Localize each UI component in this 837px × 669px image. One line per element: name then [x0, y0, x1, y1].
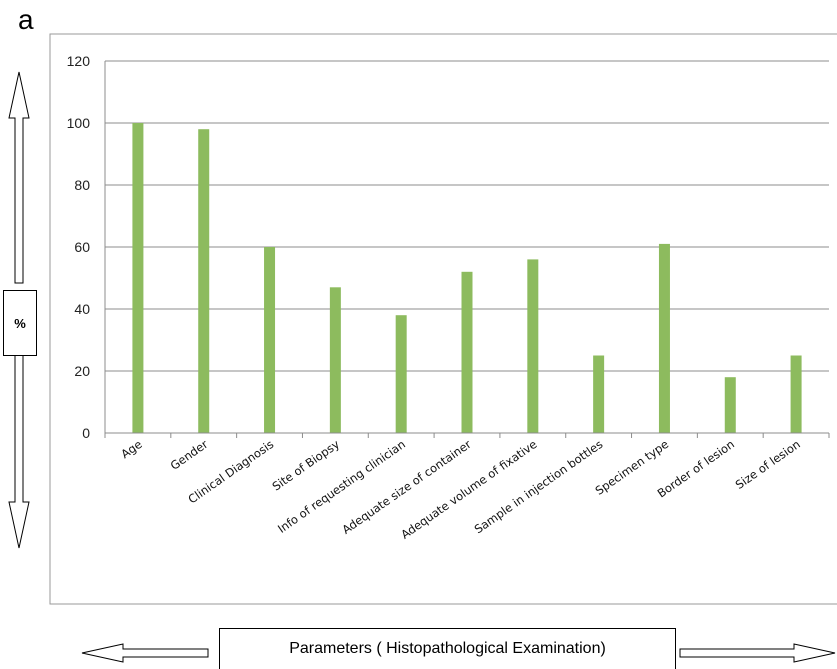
bar: [264, 247, 276, 433]
x-axis: [104, 61, 830, 438]
x-axis-label: Parameters ( Histopathological Examinati…: [219, 628, 676, 669]
bar: [198, 129, 210, 433]
down-arrow-icon: [8, 342, 30, 549]
category-label: Size of lesion: [733, 437, 803, 492]
category-label: Gender: [168, 437, 211, 473]
up-arrow-icon: [8, 71, 30, 284]
bar: [395, 315, 407, 433]
bars: [132, 123, 802, 433]
bar: [329, 287, 341, 433]
chart-frame: [49, 33, 837, 605]
bar: [593, 355, 605, 433]
bar: [527, 259, 539, 433]
panel-letter: a: [18, 4, 34, 35]
right-arrow-icon: [679, 643, 836, 663]
bar: [132, 123, 144, 433]
y-tick-label: 60: [74, 239, 90, 255]
bar: [658, 243, 670, 433]
y-tick-label: 0: [82, 425, 90, 441]
y-tick-label: 20: [74, 363, 90, 379]
left-arrow-icon: [81, 643, 209, 663]
y-tick-labels: 0 20 40 60 80 100 120: [67, 53, 91, 441]
category-label: Sample in injection bottles: [472, 437, 606, 536]
y-tick-label: 80: [74, 177, 90, 193]
bar: [461, 271, 473, 433]
category-label: Adequate size of container: [339, 437, 473, 537]
y-tick-label: 100: [67, 115, 91, 131]
category-label: Adequate volume of fixative: [398, 437, 539, 542]
bar: [724, 377, 736, 433]
y-tick-label: 40: [74, 301, 90, 317]
bar: [790, 355, 802, 433]
y-axis-label: %: [3, 290, 37, 356]
x-axis-arrows: [81, 643, 836, 663]
y-tick-label: 120: [67, 53, 91, 69]
category-label: Info of requesting clinician: [275, 437, 408, 536]
category-label: Age: [118, 437, 144, 461]
